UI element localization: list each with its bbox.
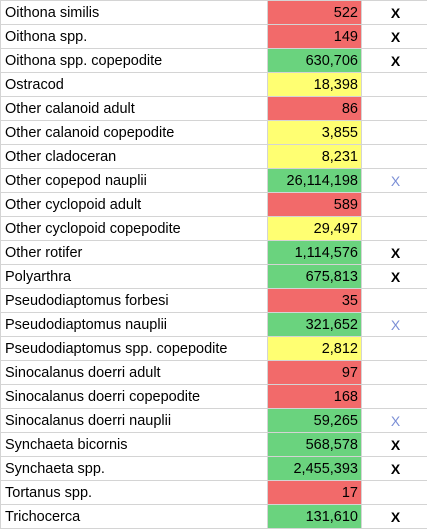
mark-cell[interactable]: X [362,313,427,337]
count-cell[interactable]: 29,497 [268,217,362,241]
count-cell[interactable]: 168 [268,385,362,409]
species-name-cell[interactable]: Other cyclopoid adult [1,193,268,217]
species-name-cell[interactable]: Other cladoceran [1,145,268,169]
count-cell[interactable]: 18,398 [268,73,362,97]
species-name-cell[interactable]: Sinocalanus doerri adult [1,361,268,385]
count-cell[interactable]: 1,114,576 [268,241,362,265]
mark-cell[interactable] [362,97,427,121]
mark-cell[interactable] [362,337,427,361]
count-cell[interactable]: 3,855 [268,121,362,145]
count-cell[interactable]: 522 [268,1,362,25]
count-cell[interactable]: 568,578 [268,433,362,457]
mark-cell[interactable]: X [362,265,427,289]
count-cell[interactable]: 17 [268,481,362,505]
mark-cell[interactable]: X [362,25,427,49]
species-name-cell[interactable]: Other calanoid copepodite [1,121,268,145]
species-name-cell[interactable]: Ostracod [1,73,268,97]
species-name-cell[interactable]: Polyarthra [1,265,268,289]
mark-cell[interactable]: X [362,457,427,481]
species-name-cell[interactable]: Trichocerca [1,505,268,529]
species-name-cell[interactable]: Synchaeta spp. [1,457,268,481]
species-name-cell[interactable]: Oithona spp. copepodite [1,49,268,73]
count-cell[interactable]: 26,114,198 [268,169,362,193]
species-name-cell[interactable]: Pseudodiaptomus spp. copepodite [1,337,268,361]
mark-cell[interactable] [362,193,427,217]
mark-cell[interactable] [362,73,427,97]
species-name-cell[interactable]: Pseudodiaptomus forbesi [1,289,268,313]
species-name-cell[interactable]: Oithona similis [1,1,268,25]
mark-cell[interactable]: X [362,49,427,73]
count-cell[interactable]: 97 [268,361,362,385]
count-cell[interactable]: 8,231 [268,145,362,169]
mark-cell[interactable]: X [362,505,427,529]
table-row: Tortanus spp.17 [1,481,427,505]
count-cell[interactable]: 2,455,393 [268,457,362,481]
species-name-cell[interactable]: Other calanoid adult [1,97,268,121]
species-name-cell[interactable]: Oithona spp. [1,25,268,49]
species-name-cell[interactable]: Other cyclopoid copepodite [1,217,268,241]
count-cell[interactable]: 675,813 [268,265,362,289]
mark-cell[interactable]: X [362,241,427,265]
count-cell[interactable]: 630,706 [268,49,362,73]
mark-cell[interactable]: X [362,169,427,193]
mark-cell[interactable]: X [362,409,427,433]
species-name-cell[interactable]: Sinocalanus doerri copepodite [1,385,268,409]
species-name-cell[interactable]: Synchaeta bicornis [1,433,268,457]
mark-cell[interactable] [362,481,427,505]
species-name-cell[interactable]: Sinocalanus doerri nauplii [1,409,268,433]
count-cell[interactable]: 131,610 [268,505,362,529]
mark-cell[interactable]: X [362,433,427,457]
mark-cell[interactable] [362,361,427,385]
count-cell[interactable]: 59,265 [268,409,362,433]
count-cell[interactable]: 86 [268,97,362,121]
mark-cell[interactable] [362,217,427,241]
species-name-cell[interactable]: Pseudodiaptomus nauplii [1,313,268,337]
mark-cell[interactable] [362,385,427,409]
species-name-cell[interactable]: Tortanus spp. [1,481,268,505]
mark-cell[interactable] [362,121,427,145]
species-name-cell[interactable]: Other copepod nauplii [1,169,268,193]
mark-cell[interactable] [362,289,427,313]
mark-cell[interactable] [362,145,427,169]
count-cell[interactable]: 2,812 [268,337,362,361]
count-cell[interactable]: 321,652 [268,313,362,337]
count-cell[interactable]: 35 [268,289,362,313]
count-cell[interactable]: 589 [268,193,362,217]
count-cell[interactable]: 149 [268,25,362,49]
mark-cell[interactable]: X [362,1,427,25]
species-name-cell[interactable]: Other rotifer [1,241,268,265]
